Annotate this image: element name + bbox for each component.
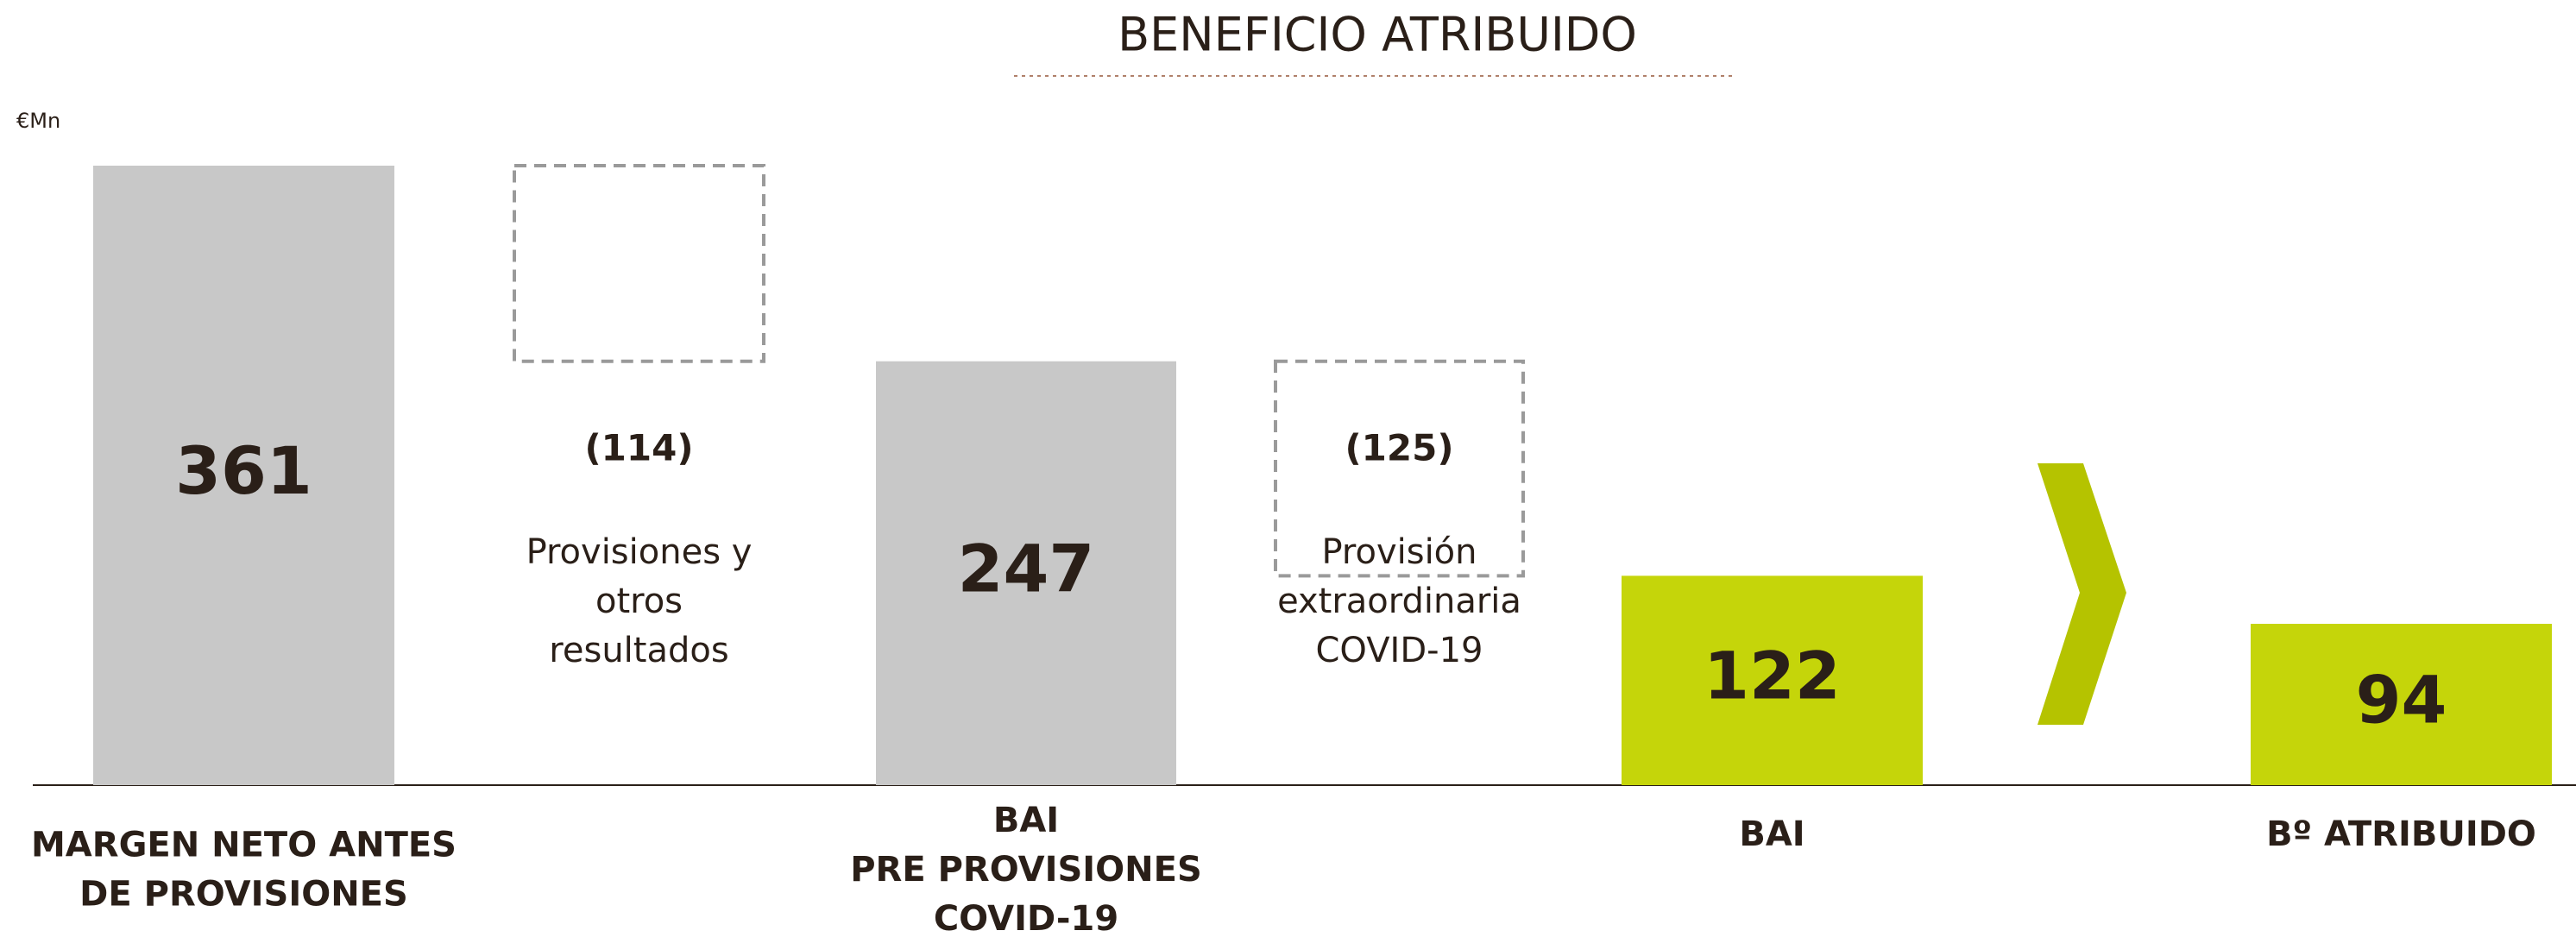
delta-description: Provisión bbox=[1321, 532, 1477, 572]
bar bbox=[1622, 575, 1923, 785]
delta-description: extraordinaria bbox=[1277, 582, 1521, 621]
delta-box bbox=[1274, 359, 1525, 578]
delta-description: resultados bbox=[549, 631, 728, 670]
bar bbox=[93, 166, 394, 785]
delta-label: (125) bbox=[1345, 427, 1453, 469]
category-label: COVID-19 bbox=[934, 899, 1118, 937]
category-label: BAI bbox=[993, 801, 1059, 840]
category-label: MARGEN NETO ANTES bbox=[31, 826, 457, 865]
category-label: DE PROVISIONES bbox=[79, 875, 408, 915]
category-label: Bº ATRIBUIDO bbox=[2266, 814, 2536, 854]
bar bbox=[876, 361, 1176, 785]
value-label: 361 bbox=[175, 432, 312, 509]
unit-label: €Mn bbox=[16, 109, 60, 133]
value-label: 94 bbox=[2356, 662, 2447, 739]
chart-title: BENEFICIO ATRIBUIDO bbox=[1118, 8, 1637, 62]
delta-box bbox=[513, 164, 765, 363]
delta-description: Provisiones y bbox=[526, 532, 753, 572]
delta-label: (114) bbox=[584, 427, 693, 469]
delta-description: otros bbox=[595, 582, 683, 621]
category-label: BAI bbox=[1739, 814, 1804, 854]
chevron-arrow bbox=[2037, 463, 2126, 725]
delta-description: COVID-19 bbox=[1315, 631, 1483, 670]
category-label: PRE PROVISIONES bbox=[850, 850, 1202, 890]
value-label: 247 bbox=[958, 530, 1095, 607]
bar bbox=[2251, 624, 2552, 785]
value-label: 122 bbox=[1704, 638, 1841, 714]
